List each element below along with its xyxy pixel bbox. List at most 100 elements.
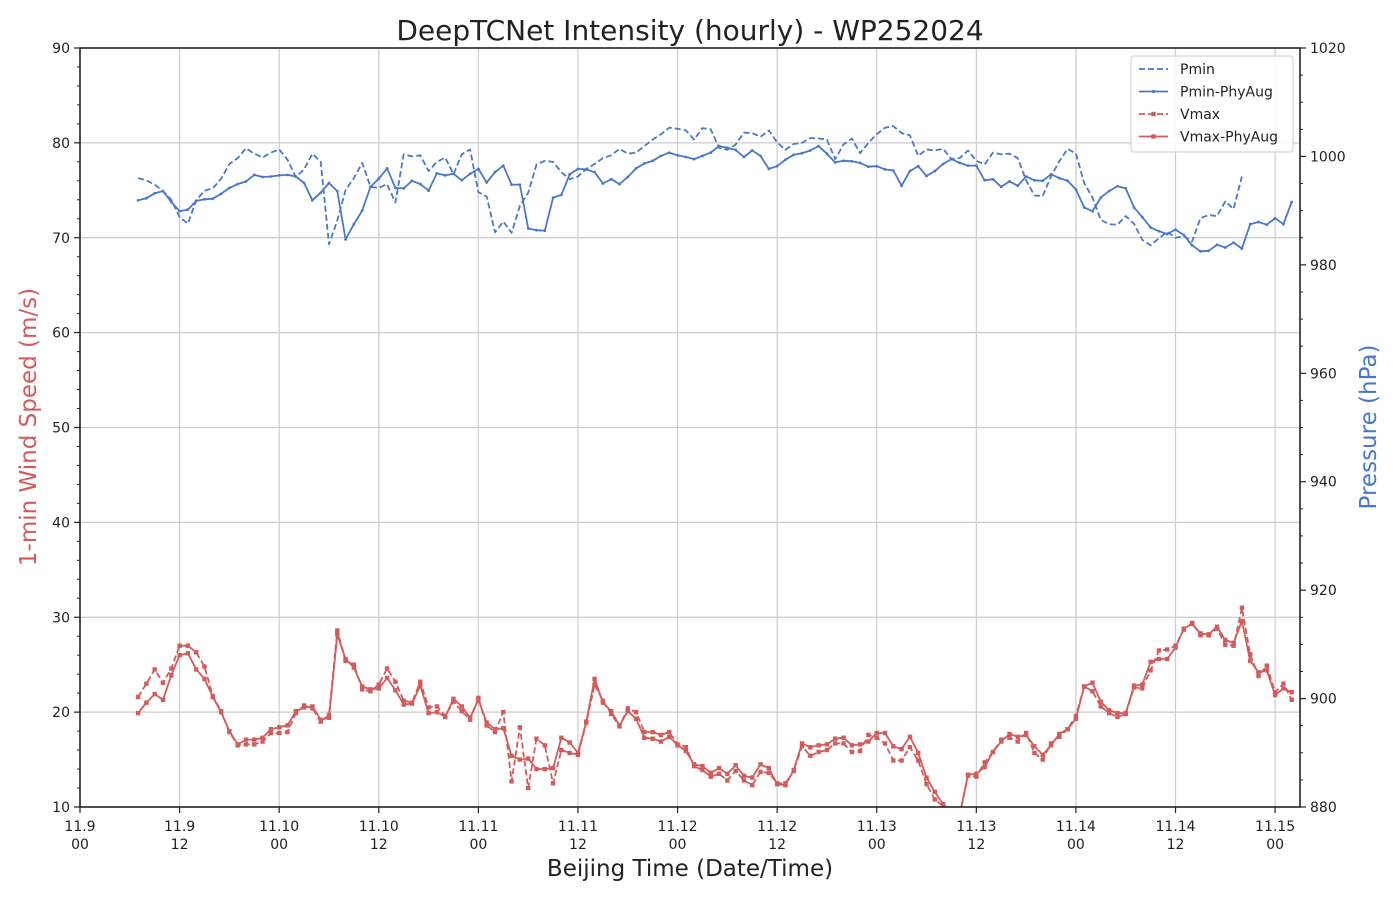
data-point [135,694,141,700]
data-point [1281,681,1286,686]
data-point [286,173,289,177]
data-point [293,708,298,714]
data-point [542,743,547,748]
legend-label: Pmin-PhyAug [1180,85,1273,101]
data-point [1240,247,1244,250]
data-point [1090,689,1095,694]
data-point [907,745,913,750]
data-point [426,710,431,716]
data-point [335,632,340,637]
data-point [584,719,589,724]
data-point [733,763,738,768]
data-point [268,730,274,736]
data-point [1265,223,1269,227]
data-point [1132,205,1136,209]
data-point [559,193,563,197]
data-point [451,699,456,704]
data-point [825,152,829,156]
data-point [642,729,647,735]
x-axis-ticks: 11.9 00 11.9 12 11.10 00 11.10 12 11.11 00 11.11 12… [64,807,1295,853]
data-point [410,179,414,183]
data-point [301,705,307,710]
data-point [766,765,772,771]
data-point [1248,652,1253,657]
data-point [841,735,846,740]
data-point [218,709,224,715]
data-point [327,181,331,185]
data-point [401,702,406,707]
data-point [193,667,199,672]
x-tick-date: 11.11 [458,819,498,835]
data-point [567,740,572,745]
data-point [974,771,979,776]
x-axis-label: Beijing Time (Date/Time) [547,856,833,882]
data-point [1033,178,1036,182]
data-point [393,186,397,190]
data-point [783,782,788,788]
data-point [833,741,838,746]
data-point [601,182,605,185]
data-point [335,189,339,193]
data-point [1040,757,1045,762]
data-point [940,801,946,807]
data-point [1248,222,1252,226]
data-point [1023,732,1029,738]
data-point [285,723,290,728]
data-point [484,723,489,728]
data-point [285,729,290,735]
data-point [891,744,896,749]
data-point [418,182,422,186]
left-y-tick-label: 20 [52,705,70,721]
data-point [849,743,855,748]
data-point [974,774,979,779]
legend-label: Pmin [1180,62,1215,78]
data-point [575,750,581,756]
data-point [492,729,498,735]
data-point [874,735,879,740]
right-y-tick-label: 920 [1310,583,1337,599]
right-y-tick-label: 980 [1310,258,1337,274]
data-point [857,742,863,747]
data-point [359,684,365,689]
data-point [1289,690,1294,695]
data-point [468,172,472,176]
data-point [203,197,206,201]
data-point [792,153,796,157]
data-point [750,149,754,152]
data-point [725,146,729,150]
data-point [866,739,871,744]
data-point [1174,228,1177,232]
data-point [193,650,199,655]
data-point [401,698,406,703]
data-point [1223,637,1228,643]
left-y-axis-ticks: 10 20 30 40 50 60 70 80 90 [52,41,80,816]
data-point [427,189,430,192]
data-point [243,737,249,742]
data-point [916,758,921,763]
data-point [418,683,423,688]
data-point [492,727,498,732]
data-point [1074,188,1078,191]
data-point [517,725,523,730]
data-point [1032,750,1037,756]
data-point [1065,727,1070,732]
data-point [1256,670,1261,675]
data-point [1215,243,1219,247]
data-point [608,708,614,714]
data-point [384,675,390,681]
data-point [1007,731,1012,737]
x-tick-date: 11.9 [64,819,95,835]
data-point [351,662,357,667]
left-y-tick-label: 40 [52,515,70,531]
data-point [368,687,373,692]
data-point [534,736,539,741]
series-vmax-phyaug [135,618,1294,807]
data-point [900,184,904,188]
data-point [659,154,663,158]
data-point [202,664,207,669]
data-point [476,167,480,171]
data-point [1140,215,1144,219]
x-tick-date: 11.13 [956,819,996,835]
x-tick-time: 00 [868,837,886,853]
data-point [260,739,265,744]
